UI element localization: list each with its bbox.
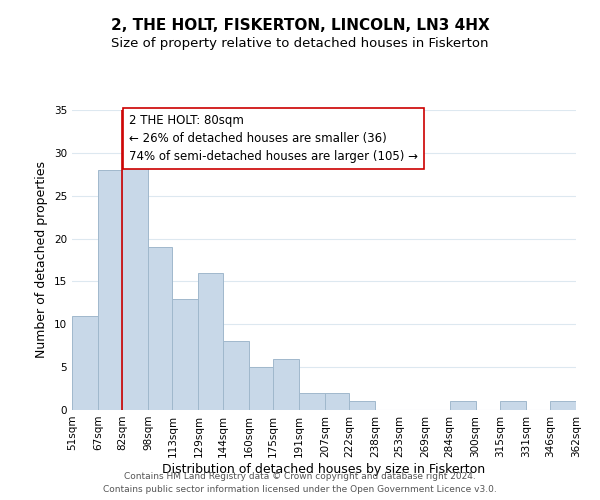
Bar — [325, 393, 349, 410]
X-axis label: Distribution of detached houses by size in Fiskerton: Distribution of detached houses by size … — [163, 462, 485, 475]
Bar — [148, 247, 172, 410]
Text: 2 THE HOLT: 80sqm
← 26% of detached houses are smaller (36)
74% of semi-detached: 2 THE HOLT: 80sqm ← 26% of detached hous… — [129, 114, 418, 164]
Bar — [299, 393, 325, 410]
Y-axis label: Number of detached properties: Number of detached properties — [35, 162, 49, 358]
Text: Contains HM Land Registry data © Crown copyright and database right 2024.: Contains HM Land Registry data © Crown c… — [124, 472, 476, 481]
Bar — [248, 367, 273, 410]
Text: Size of property relative to detached houses in Fiskerton: Size of property relative to detached ho… — [111, 38, 489, 51]
Bar — [172, 298, 199, 410]
Bar — [449, 402, 476, 410]
Text: Contains public sector information licensed under the Open Government Licence v3: Contains public sector information licen… — [103, 485, 497, 494]
Bar — [199, 273, 223, 410]
Bar — [122, 162, 148, 410]
Bar — [500, 402, 526, 410]
Bar — [349, 402, 375, 410]
Bar — [550, 402, 576, 410]
Bar — [98, 170, 122, 410]
Bar — [72, 316, 98, 410]
Bar — [223, 342, 248, 410]
Text: 2, THE HOLT, FISKERTON, LINCOLN, LN3 4HX: 2, THE HOLT, FISKERTON, LINCOLN, LN3 4HX — [110, 18, 490, 32]
Bar — [273, 358, 299, 410]
